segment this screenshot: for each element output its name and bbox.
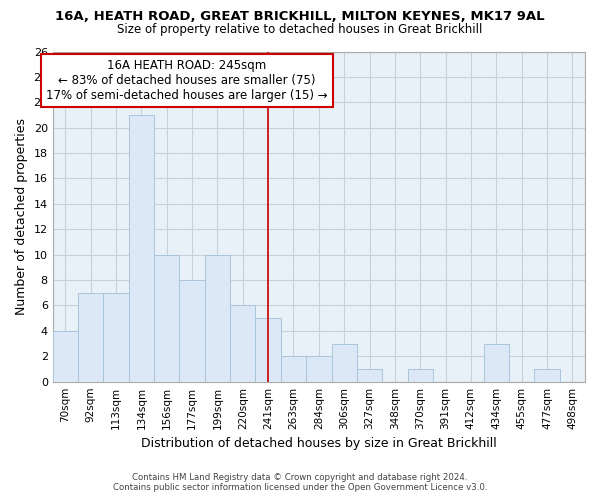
Text: Contains HM Land Registry data © Crown copyright and database right 2024.
Contai: Contains HM Land Registry data © Crown c… xyxy=(113,473,487,492)
Bar xyxy=(129,115,154,382)
Bar xyxy=(306,356,332,382)
Bar xyxy=(332,344,357,382)
Bar xyxy=(103,293,129,382)
Bar xyxy=(230,306,256,382)
Bar xyxy=(154,254,179,382)
Bar xyxy=(281,356,306,382)
Bar xyxy=(407,369,433,382)
Text: 16A, HEATH ROAD, GREAT BRICKHILL, MILTON KEYNES, MK17 9AL: 16A, HEATH ROAD, GREAT BRICKHILL, MILTON… xyxy=(55,10,545,23)
Bar xyxy=(535,369,560,382)
Bar xyxy=(179,280,205,382)
Bar xyxy=(78,293,103,382)
Bar xyxy=(357,369,382,382)
Bar xyxy=(484,344,509,382)
X-axis label: Distribution of detached houses by size in Great Brickhill: Distribution of detached houses by size … xyxy=(141,437,497,450)
Text: Size of property relative to detached houses in Great Brickhill: Size of property relative to detached ho… xyxy=(118,22,482,36)
Y-axis label: Number of detached properties: Number of detached properties xyxy=(15,118,28,315)
Bar xyxy=(53,331,78,382)
Bar xyxy=(256,318,281,382)
Text: 16A HEATH ROAD: 245sqm
← 83% of detached houses are smaller (75)
17% of semi-det: 16A HEATH ROAD: 245sqm ← 83% of detached… xyxy=(46,59,328,102)
Bar xyxy=(205,254,230,382)
